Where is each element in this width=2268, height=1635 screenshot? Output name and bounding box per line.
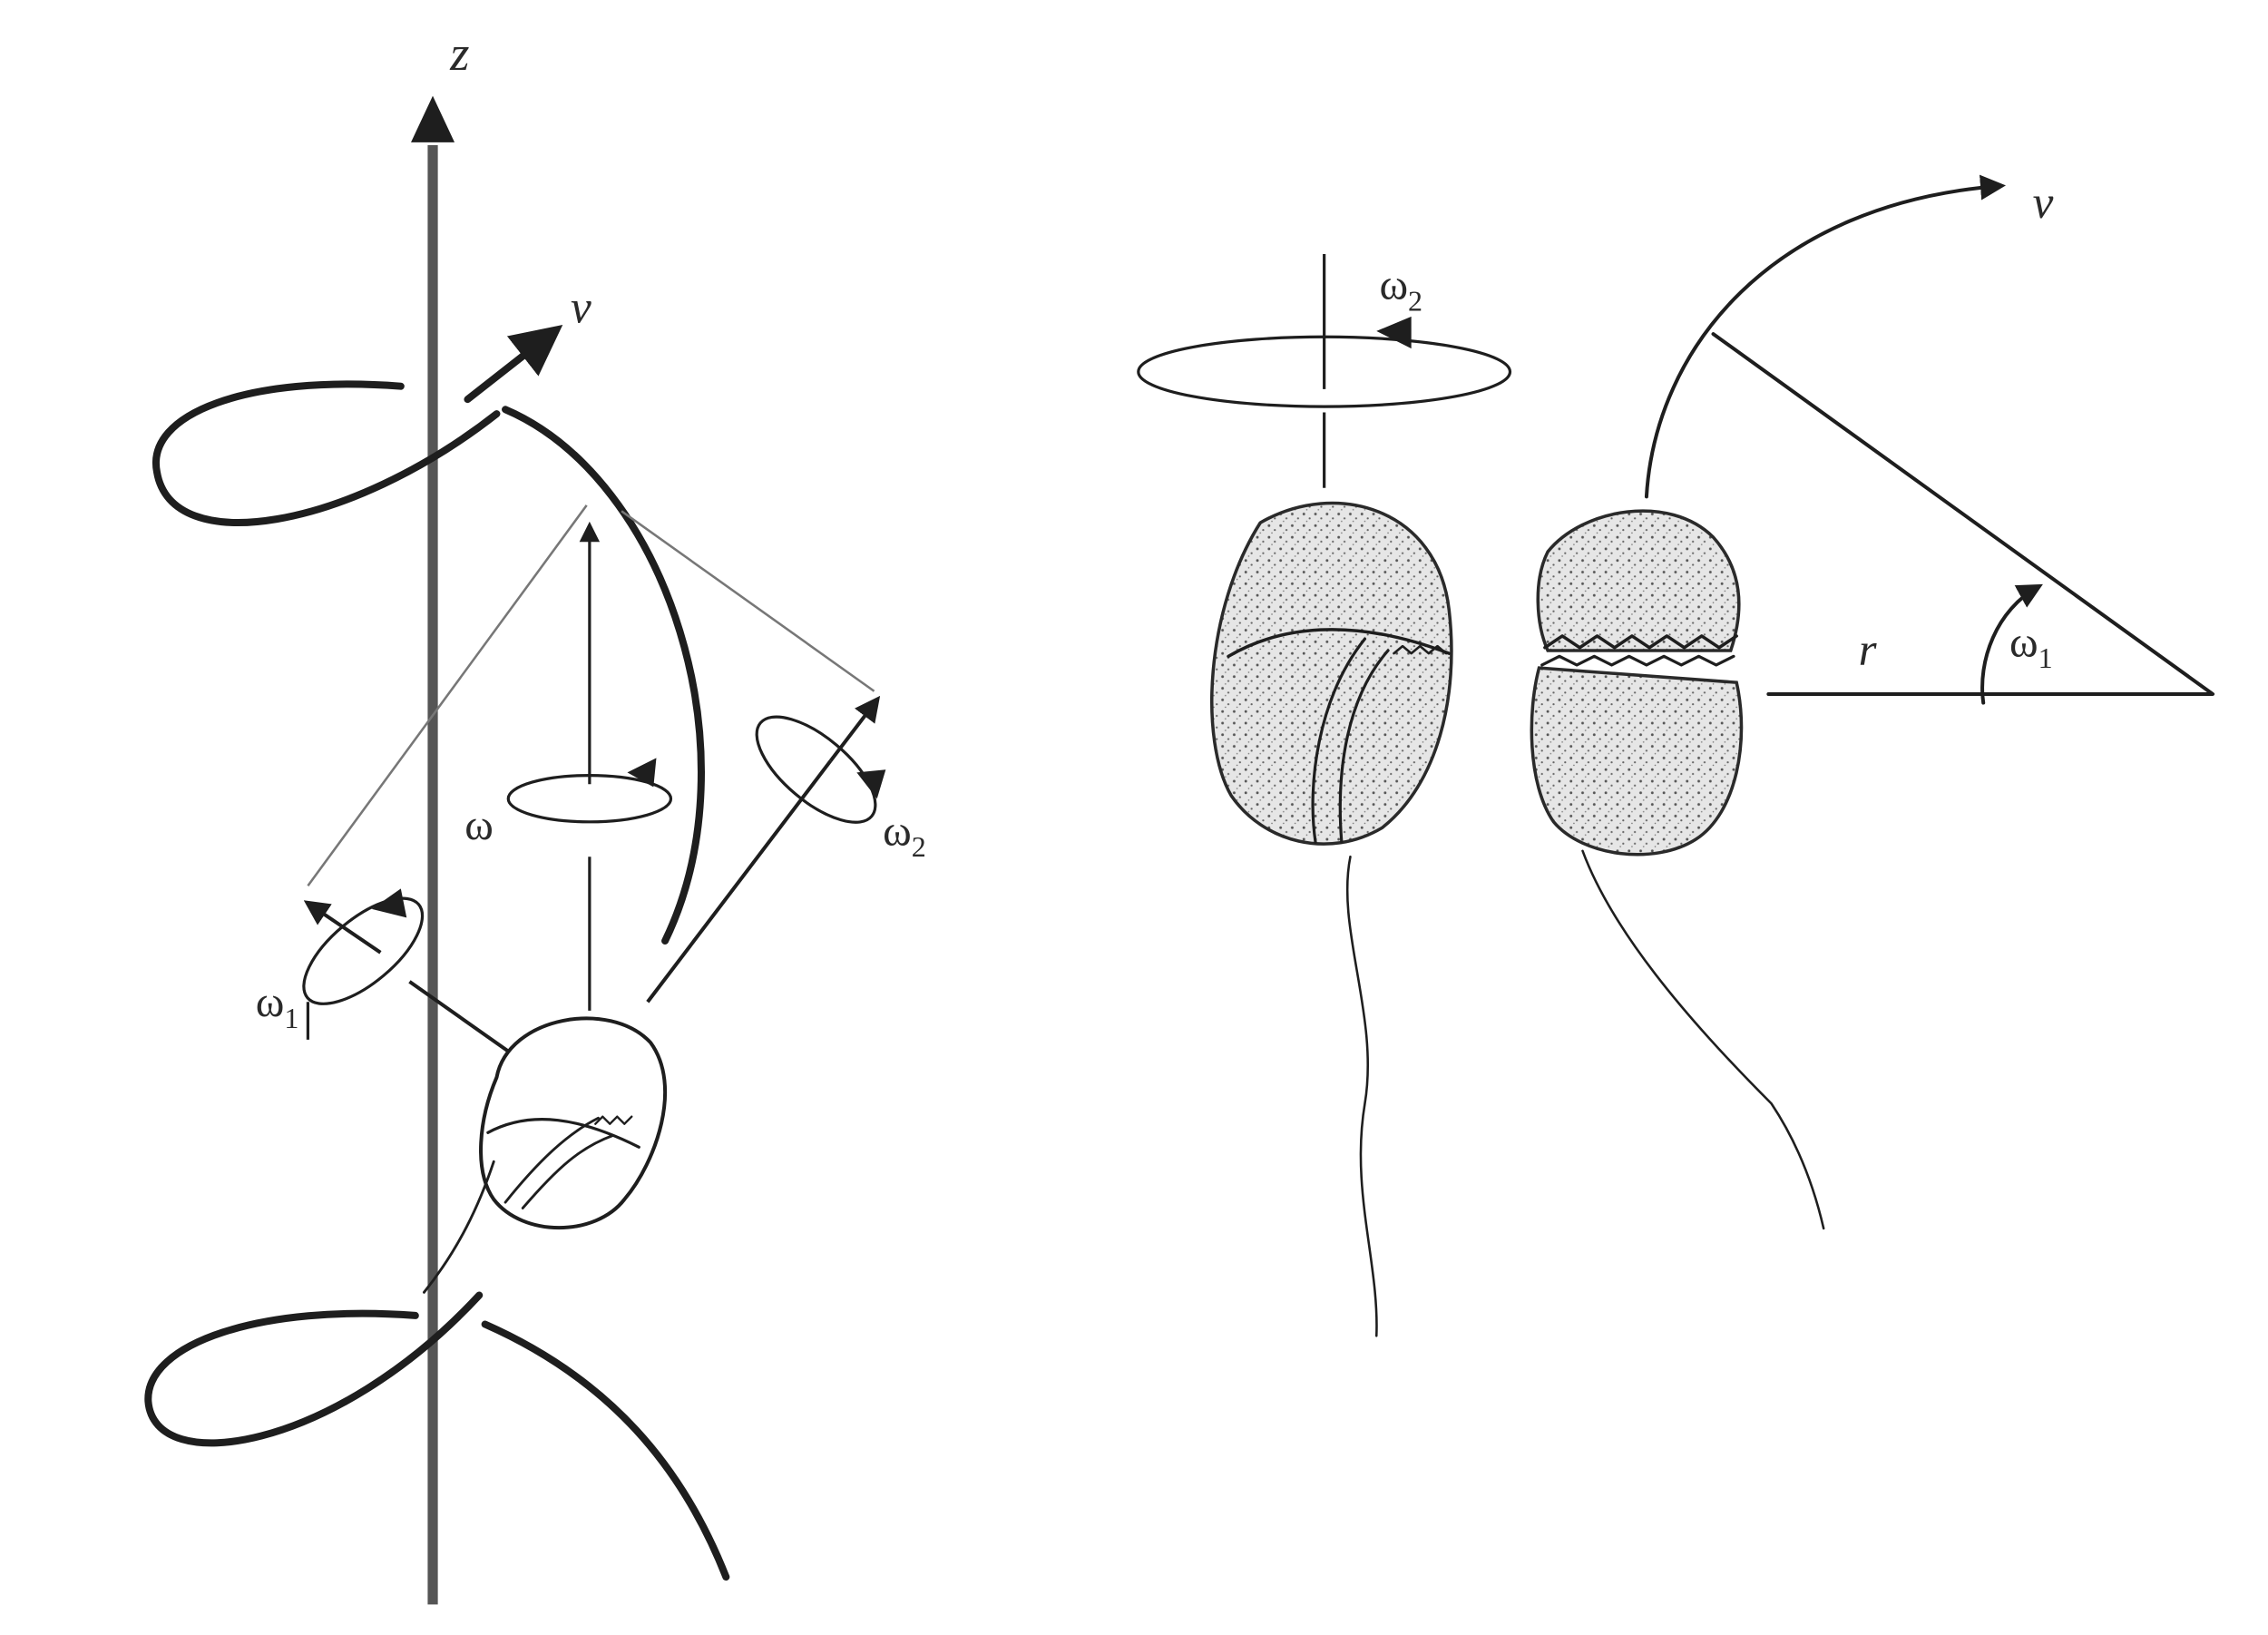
radius-triangle: [1711, 332, 2215, 696]
right-omega2-rotation-arrow: [1376, 316, 1412, 349]
z-axis-label: z: [449, 26, 469, 81]
omega2-axis: [646, 759, 833, 1004]
dinoflagellate-cell-lateral: [1530, 509, 1825, 1230]
omega1-label: ω1: [256, 978, 299, 1034]
omega2-rotation-ellipse: [755, 715, 877, 824]
right-omega2-rotation-ellipse: [1137, 335, 1512, 408]
upper-helix-loop: [152, 380, 501, 526]
omega2-rotation-arrow: [856, 769, 886, 799]
dinoflagellate-cell-ventral: [1210, 501, 1453, 1337]
omega-rotation-arrow: [627, 758, 657, 788]
right-omega2-label: ω2: [1379, 261, 1422, 318]
lower-helix-loop: [144, 1291, 484, 1447]
right-velocity-label: v: [2033, 177, 2054, 229]
radius-label: r: [1859, 624, 1878, 676]
right-omega1-label: ω1: [2009, 618, 2053, 674]
omega-label: ω: [464, 801, 494, 849]
upper-velocity-label: v: [571, 281, 591, 333]
right-velocity-arc: [1644, 174, 2006, 499]
omega1-axis: [408, 980, 510, 1053]
right-omega1-arc: [1980, 583, 2043, 705]
omega2-label: ω2: [883, 807, 926, 863]
left-panel: z v ω ω2 ω1: [144, 26, 926, 1605]
construction-cone-lines: [307, 504, 875, 886]
omega1-axis-arrow: [303, 900, 382, 955]
lower-helix-arc: [481, 1320, 730, 1581]
right-panel: ω2 v r ω1: [1137, 174, 2215, 1337]
omega-rotation-ellipse: [506, 773, 673, 824]
omega1-rotation-arrow: [371, 888, 407, 918]
upper-helix-velocity: [464, 324, 563, 404]
helix-path-arc: [502, 406, 705, 945]
omega2-axis-arrow: [828, 695, 881, 762]
small-dinoflagellate-cell: [422, 1016, 668, 1294]
omega1-rotation-ellipse: [302, 896, 425, 1005]
z-axis-arrowhead: [411, 95, 455, 142]
